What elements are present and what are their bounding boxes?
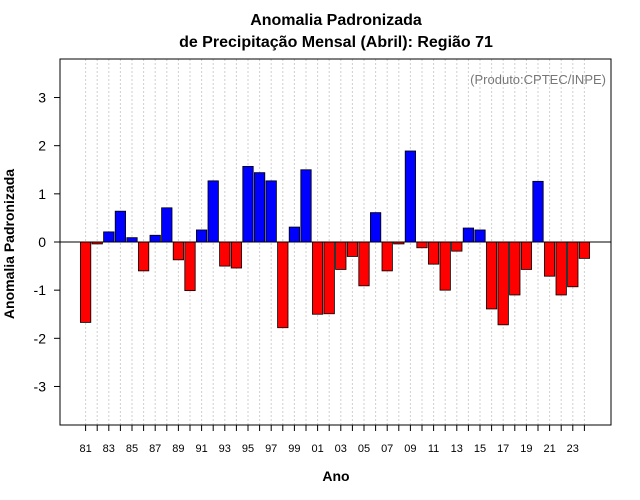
xtick-label-97: 97 — [265, 443, 277, 455]
xtick-label-13: 13 — [451, 443, 463, 455]
bar-90 — [184, 241, 196, 292]
bars-group — [80, 150, 591, 329]
bar-84 — [114, 210, 126, 243]
xtick-label-09: 09 — [404, 443, 416, 455]
y-axis: -3 -2 -1 0 1 2 3 — [34, 90, 60, 394]
bar-15 — [474, 229, 486, 243]
bar-86 — [137, 241, 150, 272]
bar-98 — [277, 241, 289, 329]
vertical-gridlines — [85, 59, 585, 425]
credit-label: (Produto:CPTEC/INPE) — [470, 72, 606, 87]
xtick-label-15: 15 — [474, 443, 486, 455]
ytick-label-3: 3 — [38, 90, 46, 106]
bar-14 — [462, 227, 475, 243]
bar-16 — [485, 241, 498, 310]
bar-04 — [346, 241, 359, 257]
bar-13 — [451, 241, 463, 252]
xtick-label-87: 87 — [149, 443, 161, 455]
y-axis-title: Anomalia Padronizada — [1, 169, 17, 319]
ytick-label-2: 2 — [38, 138, 46, 154]
xtick-label-11: 11 — [428, 443, 439, 455]
ytick-label--1: -1 — [34, 282, 47, 298]
bar-07 — [381, 241, 393, 272]
bar-21 — [544, 241, 556, 277]
bar-93 — [219, 241, 231, 267]
bar-99 — [288, 226, 301, 243]
xtick-label-95: 95 — [242, 443, 254, 455]
ytick-label--3: -3 — [34, 378, 47, 394]
ytick-label-0: 0 — [38, 234, 46, 250]
bar-03 — [335, 241, 347, 270]
bar-11 — [427, 241, 440, 265]
xtick-label-93: 93 — [219, 443, 231, 455]
xtick-label-91: 91 — [195, 443, 207, 455]
bar-91 — [195, 229, 208, 243]
bar-85 — [126, 237, 138, 243]
xtick-label-05: 05 — [358, 443, 370, 455]
bar-19 — [520, 241, 533, 270]
bar-24 — [578, 241, 591, 259]
bar-22 — [555, 241, 567, 296]
bar-81 — [80, 241, 92, 323]
bar-97 — [265, 180, 277, 243]
xtick-label-21: 21 — [543, 443, 555, 455]
bar-00 — [300, 169, 312, 243]
bar-06 — [369, 212, 382, 243]
bar-01 — [311, 241, 324, 315]
bar-87 — [149, 234, 161, 243]
bar-89 — [172, 241, 184, 261]
xtick-label-89: 89 — [172, 443, 184, 455]
bar-95 — [242, 165, 254, 243]
xtick-label-01: 01 — [311, 443, 323, 455]
bar-23 — [567, 241, 579, 288]
bar-09 — [404, 150, 417, 243]
bar-94 — [230, 241, 242, 269]
bar-18 — [509, 241, 521, 296]
bar-02 — [323, 241, 335, 315]
bar-88 — [161, 207, 173, 243]
chart-title-line-1: Anomalia Padronizada — [250, 12, 422, 29]
ytick-label-1: 1 — [38, 186, 46, 202]
xtick-label-99: 99 — [288, 443, 300, 455]
bar-10 — [416, 241, 428, 249]
xtick-label-07: 07 — [381, 443, 393, 455]
chart-title-line-2: de Precipitação Mensal (Abril): Região 7… — [179, 34, 493, 51]
xtick-label-03: 03 — [335, 443, 347, 455]
bar-12 — [439, 241, 451, 291]
xtick-label-83: 83 — [103, 443, 115, 455]
xtick-label-17: 17 — [497, 443, 509, 455]
bar-05 — [358, 241, 370, 287]
xtick-label-81: 81 — [79, 443, 91, 455]
bar-17 — [497, 241, 509, 326]
bar-83 — [103, 231, 115, 243]
x-axis-title: Ano — [322, 468, 349, 484]
bar-96 — [253, 172, 266, 243]
xtick-label-85: 85 — [126, 443, 138, 455]
bar-92 — [207, 180, 219, 243]
xtick-label-19: 19 — [520, 443, 532, 455]
bar-20 — [532, 180, 544, 243]
x-axis: 81 83 85 87 89 91 93 95 97 99 01 03 05 07 09 11 13 15 17 19… — [79, 425, 585, 455]
ytick-label--2: -2 — [34, 330, 47, 346]
xtick-label-23: 23 — [567, 443, 579, 455]
